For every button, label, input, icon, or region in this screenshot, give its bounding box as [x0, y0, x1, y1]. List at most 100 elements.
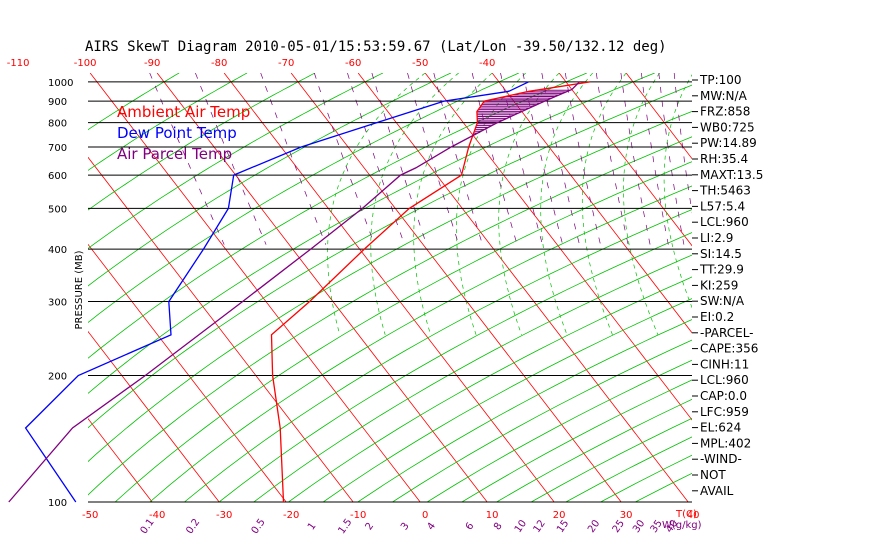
dry-adiabat	[184, 209, 692, 502]
bottom-temp-tick: -40	[149, 510, 165, 521]
isotherm-line	[491, 73, 692, 334]
legend-dew-point-temp: Dew Point Temp	[117, 124, 237, 142]
temp-unit-label: T(C)	[675, 509, 697, 520]
bottom-temp-tick: -20	[283, 510, 299, 521]
bottom-temp-tick: 40	[687, 510, 700, 521]
dry-adiabat	[88, 73, 180, 131]
pressure-tick-label: 500	[48, 204, 67, 215]
stability-index-item: -WIND-	[700, 452, 742, 466]
pressure-tick-label: 300	[48, 298, 67, 309]
bottom-temp-tick: -10	[350, 510, 366, 521]
mixing-ratio-tick: 0.5	[250, 517, 268, 536]
isotherm-line	[290, 73, 622, 502]
stability-index-item: TH:5463	[699, 184, 751, 198]
bottom-temp-tick: 10	[486, 510, 499, 521]
moist-adiabat	[370, 73, 459, 335]
mixing-ratio-line	[640, 73, 669, 245]
dry-adiabat	[88, 73, 452, 287]
y-axis-label: PRESSURE (MB)	[74, 250, 85, 329]
moist-adiabat	[456, 73, 526, 335]
isotherm-line	[88, 330, 220, 502]
moist-adiabat	[783, 73, 840, 335]
isotherm-line	[760, 73, 870, 502]
moist-adiabat	[581, 73, 627, 335]
mixing-ratio-line	[620, 73, 651, 245]
moist-adiabat	[540, 73, 593, 335]
stability-index-item: TP:100	[699, 73, 742, 87]
mixing-ratio-line	[658, 73, 685, 245]
moist-adiabat	[327, 73, 426, 335]
stability-index-item: NOT	[700, 468, 726, 482]
legend-ambient-air-temp: Ambient Air Temp	[117, 103, 250, 121]
series-line-ambient	[270, 81, 591, 503]
stability-index-item: MW:N/A	[700, 89, 748, 103]
isotherm-line	[89, 73, 421, 502]
isotherm-line	[0, 73, 85, 502]
bottom-temp-tick: -50	[82, 510, 98, 521]
series-line-parcel	[8, 81, 580, 503]
top-temp-tick: -90	[144, 58, 160, 69]
pressure-tick-label: 400	[48, 245, 67, 256]
dry-adiabat	[357, 319, 692, 502]
stability-index-item: EL:624	[700, 421, 741, 435]
isotherm-line	[424, 73, 692, 421]
mixing-ratio-line	[149, 73, 225, 245]
isotherm-line	[827, 73, 870, 502]
stability-index-item: RH:35.4	[700, 152, 748, 166]
dry-adiabat	[114, 161, 692, 502]
profile-curves	[8, 81, 591, 503]
dry-adiabat	[88, 73, 519, 324]
top-temp-tick: -40	[479, 58, 495, 69]
top-temp-tick: -110	[7, 58, 30, 69]
mixing-ratio-tick: 6	[464, 521, 477, 533]
top-temp-tick: -60	[345, 58, 361, 69]
stability-index-item: AVAIL	[700, 484, 734, 498]
mixing-ratio-line	[347, 73, 405, 245]
mixing-ratio-line	[541, 73, 580, 245]
dry-adiabat	[426, 359, 692, 502]
mixing-ratio-tick: 20	[586, 518, 602, 535]
stability-index-item: LCL:960	[700, 373, 749, 387]
isotherm-line	[88, 417, 153, 502]
chart-title: AIRS SkewT Diagram 2010-05-01/15:53:59.6…	[85, 39, 667, 55]
isotherm-line	[0, 73, 18, 502]
stability-index-item: TT:29.9	[699, 263, 744, 277]
mixing-ratio-tick: 8	[492, 521, 505, 533]
stability-index-item: SW:N/A	[700, 294, 745, 308]
isotherm-line	[156, 73, 488, 502]
mixing-ratio-tick: 0.2	[184, 517, 202, 536]
dry-adiabat	[253, 254, 692, 502]
dry-adiabat	[218, 232, 692, 502]
stability-index-item: PW:14.89	[700, 136, 757, 150]
mixing-ratio-tick: 2	[364, 521, 377, 533]
mixing-ratio-line	[407, 73, 460, 245]
stability-index-item: CINH:11	[700, 357, 749, 371]
mixing-ratio-line	[673, 73, 692, 214]
dry-adiabat	[149, 185, 692, 502]
stability-index-item: CAP:0.0	[700, 389, 747, 403]
mixing-ratio-line	[564, 73, 601, 245]
dry-adiabat	[88, 73, 655, 394]
dry-adiabat	[88, 73, 248, 171]
stability-index-item: LCL:960	[700, 215, 749, 229]
stability-index-item: LI:2.9	[700, 231, 733, 245]
isotherm-line	[88, 156, 354, 502]
mixing-ratio-tick: 3	[399, 521, 412, 533]
bottom-temp-tick: -30	[216, 510, 232, 521]
pressure-tick-label: 700	[48, 143, 67, 154]
top-temp-tick: -80	[211, 58, 227, 69]
dry-adiabat	[88, 73, 316, 211]
pressure-tick-label: 900	[48, 97, 67, 108]
top-temp-tick: -50	[412, 58, 428, 69]
stability-index-item: WB0:725	[700, 120, 755, 134]
stability-index-item: KI:259	[700, 278, 738, 292]
isotherm-line	[625, 73, 692, 160]
bottom-temp-tick: 20	[553, 510, 566, 521]
mixing-ratio-tick: 4	[425, 521, 438, 533]
moist-adiabat	[744, 73, 795, 335]
bottom-temp-tick: 0	[422, 510, 428, 521]
pressure-tick-label: 800	[48, 119, 67, 130]
pressure-tick-label: 600	[48, 171, 67, 182]
